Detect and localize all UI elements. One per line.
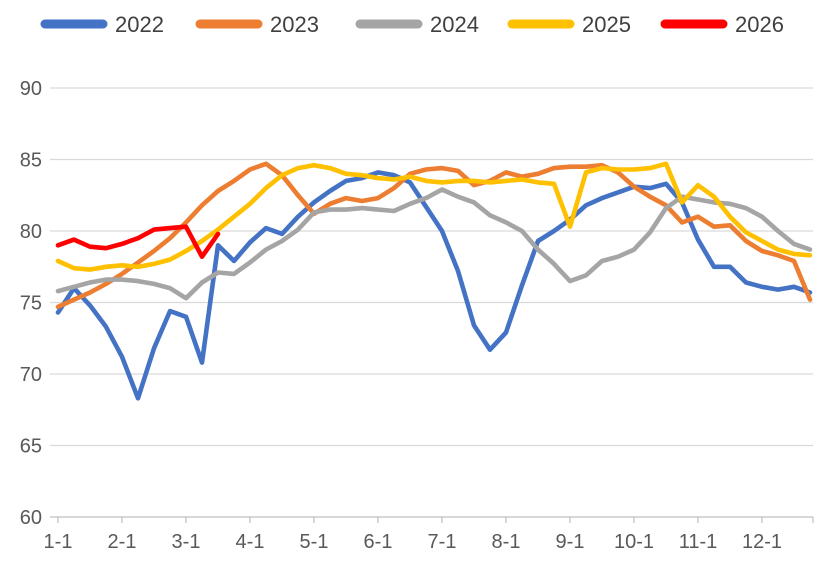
x-axis-tick-label: 9-1 (556, 531, 585, 553)
legend-label: 2023 (270, 12, 319, 37)
x-axis-tick-label: 7-1 (428, 531, 457, 553)
legend-item-2023: 2023 (195, 12, 319, 37)
y-axis-tick-label: 75 (20, 293, 42, 315)
legend-label: 2026 (735, 12, 784, 37)
legend-item-2022: 2022 (40, 12, 164, 37)
x-axis-tick-label: 8-1 (492, 531, 521, 553)
y-axis-tick-label: 60 (20, 507, 42, 529)
series-line-2025 (55, 161, 813, 272)
x-axis-tick-label: 10-1 (614, 531, 654, 553)
x-axis-tick-label: 12-1 (742, 531, 782, 553)
x-axis-tick-label: 11-1 (679, 531, 718, 553)
series-line-2024 (55, 187, 813, 301)
y-axis-tick-label: 65 (20, 436, 42, 458)
x-axis-tick-label: 2-1 (108, 531, 137, 553)
y-axis-tick-label: 80 (20, 221, 42, 243)
legend-label: 2024 (430, 12, 479, 37)
x-axis-tick-label: 4-1 (236, 531, 265, 553)
legend-item-2024: 2024 (355, 12, 479, 37)
x-axis-tick-label: 6-1 (364, 531, 393, 553)
legend-item-2025: 2025 (507, 12, 631, 37)
y-axis-tick-label: 70 (20, 364, 42, 386)
series-line-2026 (55, 224, 221, 260)
series-line-2022 (55, 170, 813, 401)
y-axis-tick-label: 90 (20, 78, 42, 100)
x-axis-tick-label: 3-1 (172, 531, 201, 553)
y-axis-tick-label: 85 (20, 150, 42, 172)
x-axis-tick-label: 1-1 (44, 531, 73, 553)
legend-label: 2022 (115, 12, 164, 37)
legend-label: 2025 (582, 12, 631, 37)
x-axis-tick-label: 5-1 (300, 531, 329, 553)
legend-item-2026: 2026 (660, 12, 784, 37)
